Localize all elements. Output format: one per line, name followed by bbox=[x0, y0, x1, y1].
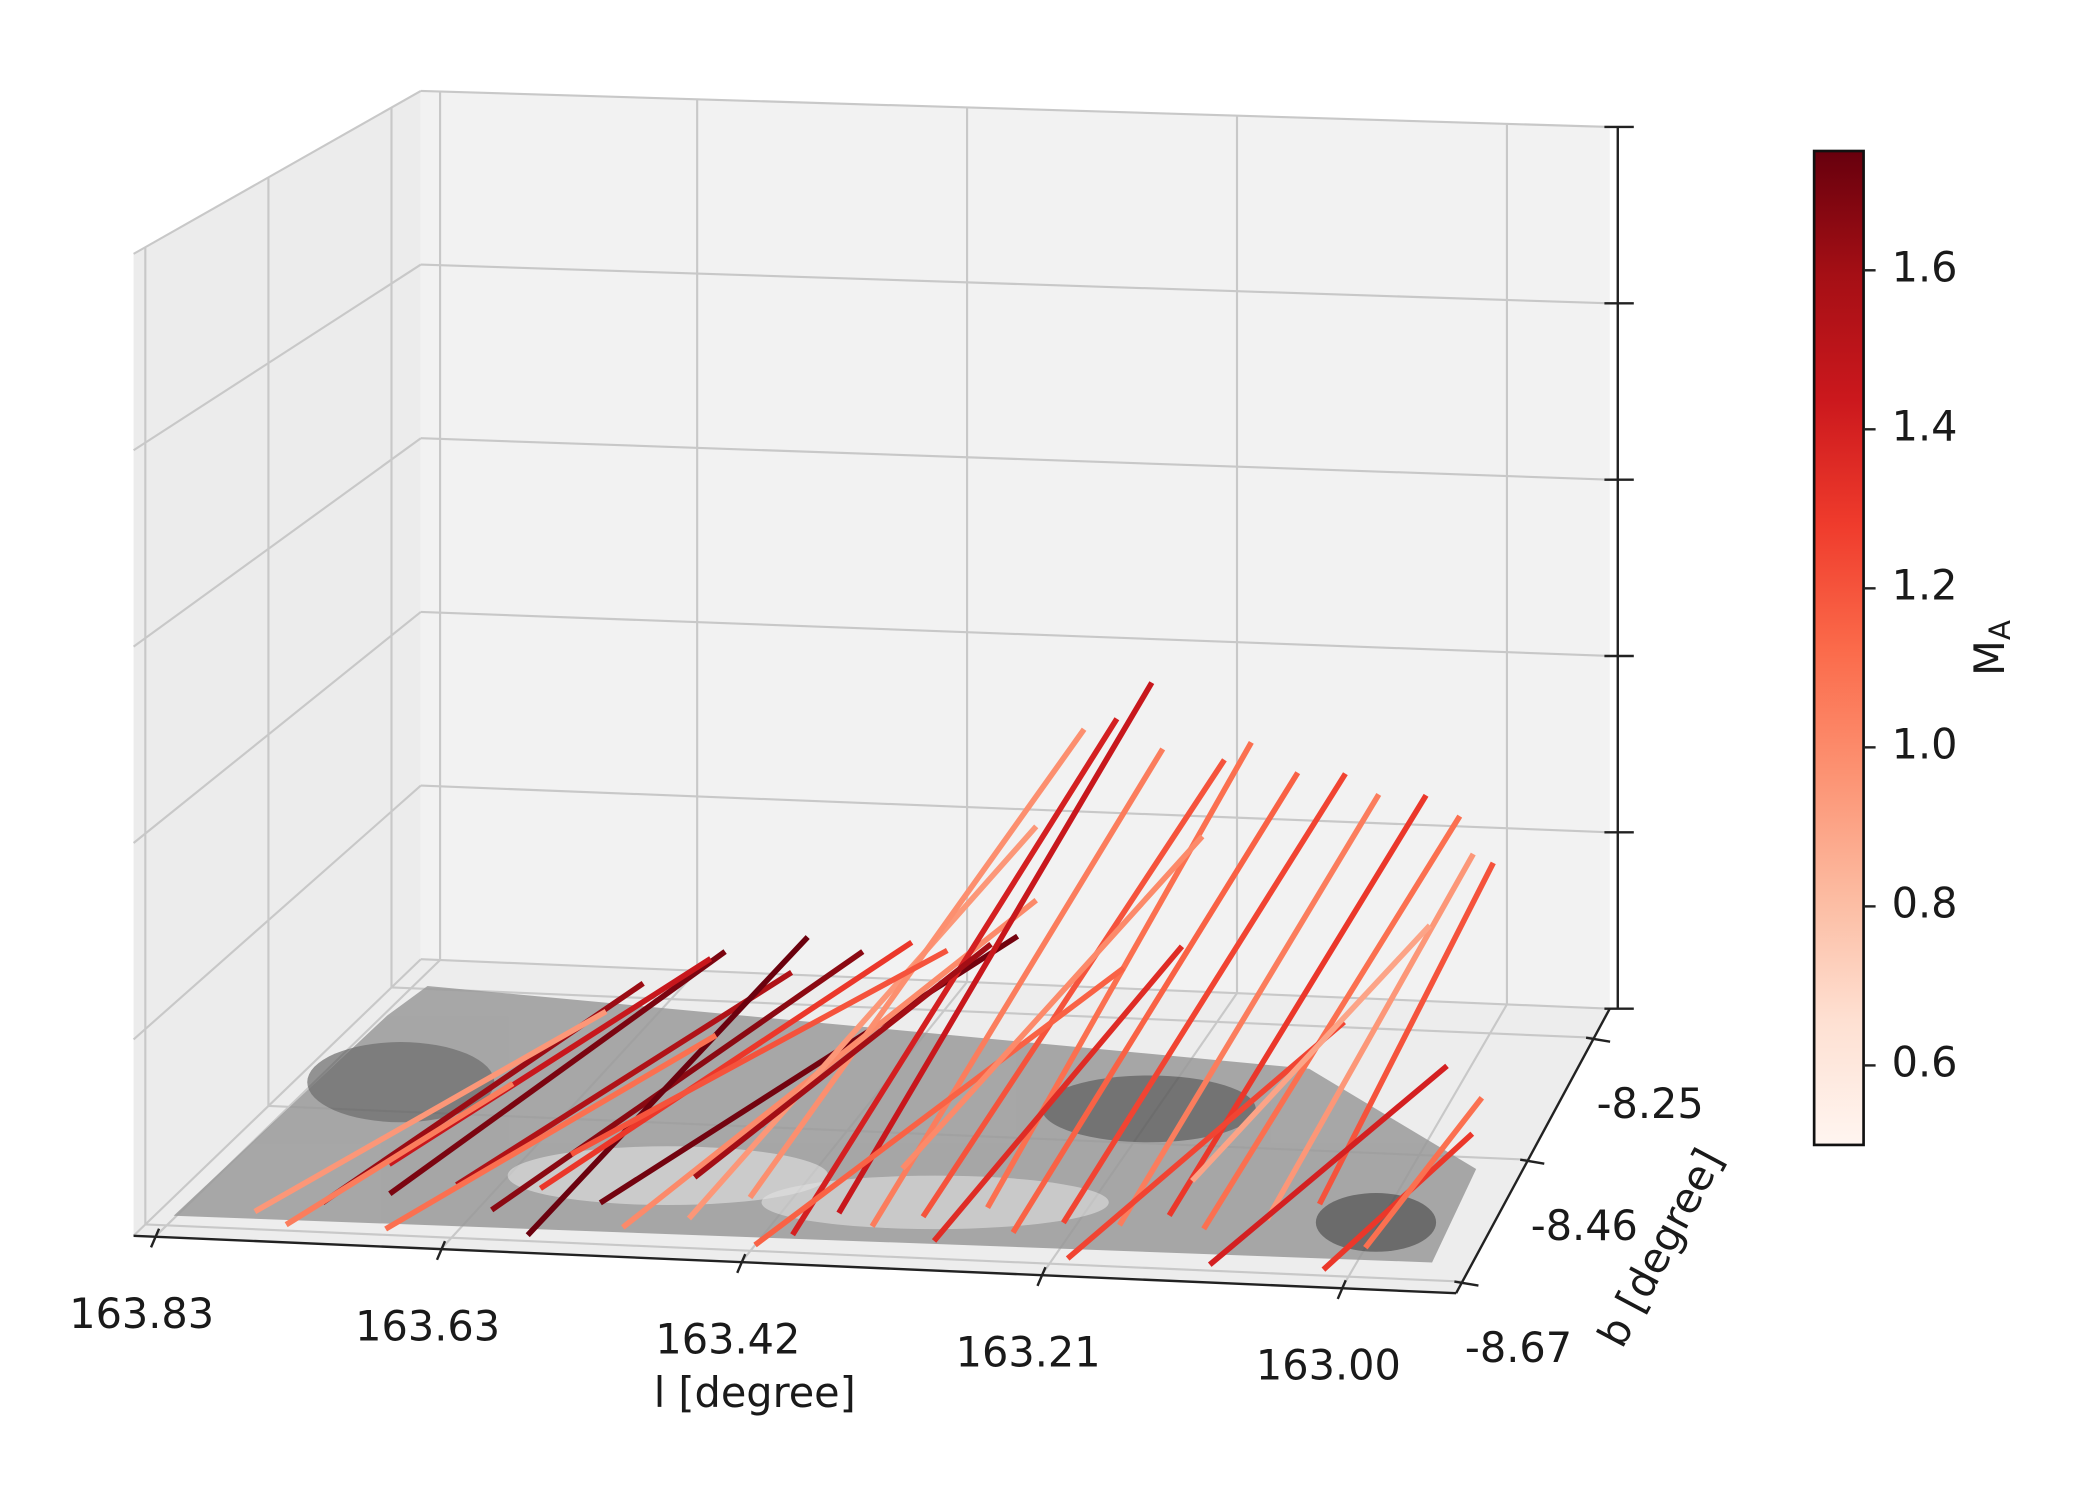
x-tick bbox=[149, 1228, 161, 1248]
y-tick-label: -8.25 bbox=[1597, 1080, 1704, 1128]
segment bbox=[836, 681, 1155, 1215]
grid-line bbox=[420, 784, 1610, 834]
floor-map bbox=[173, 985, 1477, 1263]
map-area bbox=[173, 985, 1477, 1263]
grid-line bbox=[145, 1223, 1463, 1283]
segment bbox=[1065, 1019, 1346, 1261]
x-tick bbox=[435, 1240, 447, 1261]
grid-line bbox=[420, 437, 1610, 481]
colorbar-label-main: M bbox=[1966, 640, 2014, 676]
segment bbox=[920, 758, 1227, 1219]
segment bbox=[931, 944, 1185, 1243]
y-tick bbox=[1520, 1158, 1545, 1165]
segment bbox=[1363, 1096, 1485, 1250]
segment bbox=[1264, 852, 1476, 1222]
segment bbox=[985, 740, 1254, 1210]
colorbar-tick-label: 0.6 bbox=[1892, 1038, 1958, 1086]
segment bbox=[1166, 793, 1429, 1217]
grid-line bbox=[132, 958, 422, 1237]
y-tick-label: -8.67 bbox=[1465, 1324, 1572, 1372]
colorbar-label-sub: A bbox=[1983, 620, 2017, 640]
colorbar-label: MA bbox=[1966, 620, 2017, 676]
grid-line bbox=[391, 986, 1595, 1039]
axes: 163.83 163.63 163.42 163.21 163.00 -8.25 -8.46… bbox=[69, 125, 1704, 1389]
segment bbox=[284, 1081, 515, 1228]
back-pane bbox=[420, 90, 1610, 1009]
segment bbox=[384, 1032, 718, 1232]
segment bbox=[490, 949, 865, 1213]
y-tick-label: -8.46 bbox=[1531, 1202, 1638, 1250]
x-tick-label: 163.63 bbox=[355, 1302, 500, 1350]
segment bbox=[753, 965, 1126, 1248]
segment bbox=[1010, 771, 1301, 1234]
x-tick-label: 163.00 bbox=[1256, 1341, 1401, 1389]
x-tick-label: 163.21 bbox=[956, 1328, 1101, 1376]
colorbar-tick-label: 1.0 bbox=[1892, 720, 1958, 768]
segment bbox=[686, 824, 1039, 1221]
grid-line bbox=[133, 89, 422, 255]
segment bbox=[1207, 1063, 1449, 1267]
x-axis-label: l [degree] bbox=[654, 1369, 856, 1417]
segment bbox=[790, 717, 1120, 1237]
x-tick-label: 163.83 bbox=[69, 1290, 214, 1338]
colorbar bbox=[1812, 149, 1865, 1147]
y-tick bbox=[1454, 1280, 1479, 1287]
segment bbox=[455, 970, 794, 1188]
grid-line bbox=[133, 263, 422, 452]
segment bbox=[747, 727, 1087, 1200]
x-tick bbox=[1336, 1279, 1347, 1300]
grid-line bbox=[420, 958, 1610, 1010]
y-tick bbox=[1585, 1036, 1611, 1043]
segment bbox=[525, 935, 810, 1238]
segment bbox=[538, 939, 914, 1191]
x-tick bbox=[1036, 1266, 1047, 1287]
grid-line bbox=[420, 610, 1610, 658]
colorbar-tick-label: 1.4 bbox=[1892, 402, 1958, 450]
grid-line bbox=[132, 437, 422, 648]
grid-line bbox=[420, 263, 1610, 305]
colorbar-tick-label: 0.8 bbox=[1892, 879, 1958, 927]
segment bbox=[1201, 814, 1463, 1231]
segment bbox=[569, 947, 949, 1157]
grid-line bbox=[132, 784, 422, 1041]
y-axis-line bbox=[1455, 1008, 1611, 1294]
grid-line bbox=[132, 611, 422, 844]
x-axis-line bbox=[133, 1234, 1457, 1295]
left-pane bbox=[133, 90, 421, 1236]
segment bbox=[900, 834, 1205, 1171]
colorbar-tick-label: 1.6 bbox=[1892, 243, 1958, 291]
segment bbox=[1190, 923, 1432, 1183]
map-blob bbox=[507, 1146, 829, 1206]
x-tick bbox=[736, 1253, 747, 1274]
grid-line bbox=[420, 89, 1610, 129]
segments bbox=[253, 681, 1496, 1272]
segment bbox=[253, 1009, 608, 1214]
segment bbox=[1117, 792, 1382, 1227]
x-tick-label: 163.42 bbox=[655, 1315, 800, 1363]
segment bbox=[388, 949, 727, 1197]
segment bbox=[692, 942, 993, 1180]
segment bbox=[1060, 772, 1348, 1225]
colorbar-ticks: 0.6 0.8 1.0 1.2 1.4 1.6 bbox=[1863, 243, 1958, 1086]
colorbar-tick-label: 1.2 bbox=[1892, 561, 1958, 609]
